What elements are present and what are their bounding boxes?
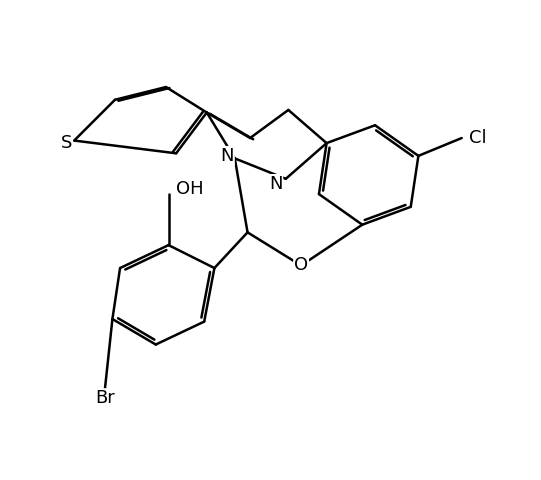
Text: Cl: Cl (470, 129, 487, 147)
Text: S: S (61, 134, 72, 152)
Text: O: O (294, 256, 308, 275)
Text: OH: OH (176, 180, 204, 198)
Text: N: N (220, 147, 234, 165)
Text: Br: Br (95, 389, 115, 407)
Text: N: N (269, 175, 282, 193)
